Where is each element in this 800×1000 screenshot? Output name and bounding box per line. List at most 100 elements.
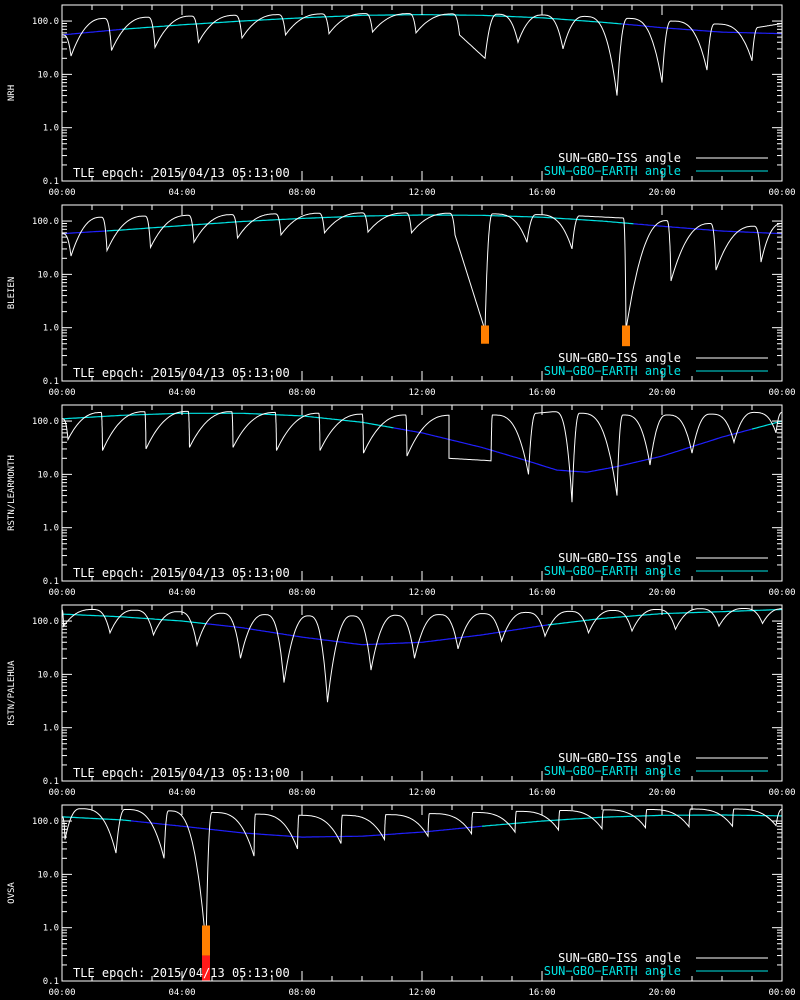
x-tick-label: 20:00 — [648, 588, 675, 598]
panel-rstn-palehua: 0.1 1.0 10.0 100.0 00:00 04:00 08:00 12:00 16:00… — [7, 604, 796, 798]
x-tick-label: 20:00 — [648, 988, 675, 998]
iss-angle-line — [62, 410, 782, 503]
earth-angle-line — [130, 820, 483, 838]
x-tick-label: 00:00 — [768, 988, 795, 998]
tle-epoch-label: TLE epoch: 2015/04/13 05:13:00 — [73, 566, 290, 580]
y-tick-label: 100.0 — [32, 417, 59, 427]
y-tick-label: 0.1 — [43, 977, 59, 987]
legend-earth-label: SUN−GBO−EARTH angle — [544, 164, 681, 178]
iss-angle-line — [62, 808, 782, 947]
x-tick-label: 20:00 — [648, 388, 675, 398]
legend-iss-label: SUN−GBO−ISS angle — [558, 351, 681, 365]
y-tick-label: 0.1 — [43, 577, 59, 587]
earth-angle-line — [481, 814, 782, 827]
y-tick-label: 10.0 — [37, 670, 59, 680]
y-tick-label: 0.1 — [43, 377, 59, 387]
y-tick-label: 0.1 — [43, 177, 59, 187]
y-tick-label: 10.0 — [37, 270, 59, 280]
y-tick-label: 100.0 — [32, 17, 59, 27]
earth-angle-line — [62, 28, 123, 36]
legend-earth-label: SUN−GBO−EARTH angle — [544, 764, 681, 778]
panel-rstn-learmonth: 0.1 1.0 10.0 100.0 00:00 04:00 08:00 12:00 16:00… — [7, 404, 796, 598]
x-tick-label: 08:00 — [288, 188, 315, 198]
iss-angle-line — [62, 212, 782, 331]
y-tick-label: 100.0 — [32, 617, 59, 627]
y-tick-label: 1.0 — [43, 124, 59, 134]
y-tick-label: 0.1 — [43, 777, 59, 787]
earth-angle-line — [62, 816, 132, 822]
alert-bar-orange — [622, 325, 630, 347]
x-tick-label: 00:00 — [48, 188, 75, 198]
station-label: RSTN/PALEHUA — [7, 660, 17, 726]
alert-bar-red — [202, 955, 210, 981]
x-tick-label: 04:00 — [168, 788, 195, 798]
legend-earth-label: SUN−GBO−EARTH angle — [544, 364, 681, 378]
tle-epoch-label: TLE epoch: 2015/04/13 05:13:00 — [73, 766, 290, 780]
y-tick-label: 1.0 — [43, 924, 59, 934]
y-tick-label: 1.0 — [43, 524, 59, 534]
x-tick-label: 00:00 — [48, 388, 75, 398]
x-tick-label: 00:00 — [768, 588, 795, 598]
x-tick-label: 00:00 — [48, 588, 75, 598]
y-tick-label: 10.0 — [37, 470, 59, 480]
x-tick-label: 08:00 — [288, 788, 315, 798]
x-tick-label: 16:00 — [528, 388, 555, 398]
x-tick-label: 12:00 — [408, 988, 435, 998]
y-tick-label: 1.0 — [43, 324, 59, 334]
panel-nrh: 0.1 1.0 10.0 100.0 00:00 04:00 08:00 12:00 16:00… — [7, 4, 796, 198]
earth-angle-line — [547, 608, 782, 626]
x-tick-label: 20:00 — [648, 788, 675, 798]
x-tick-label: 00:00 — [48, 788, 75, 798]
legend-iss-label: SUN−GBO−ISS angle — [558, 951, 681, 965]
x-tick-label: 16:00 — [528, 588, 555, 598]
x-tick-label: 00:00 — [768, 188, 795, 198]
x-tick-label: 16:00 — [528, 988, 555, 998]
x-tick-label: 00:00 — [768, 788, 795, 798]
x-tick-label: 08:00 — [288, 588, 315, 598]
x-tick-label: 12:00 — [408, 588, 435, 598]
tle-epoch-label: TLE epoch: 2015/04/13 05:13:00 — [73, 366, 290, 380]
x-tick-label: 04:00 — [168, 988, 195, 998]
earth-angle-line — [751, 420, 782, 430]
tle-epoch-label: TLE epoch: 2015/04/13 05:13:00 — [73, 966, 290, 980]
x-tick-label: 12:00 — [408, 788, 435, 798]
legend-iss-label: SUN−GBO−ISS angle — [558, 551, 681, 565]
earth-angle-line — [62, 230, 108, 235]
x-tick-label: 20:00 — [648, 188, 675, 198]
earth-angle-line — [633, 223, 782, 235]
x-tick-label: 16:00 — [528, 188, 555, 198]
earth-angle-line — [393, 427, 753, 473]
x-tick-label: 04:00 — [168, 588, 195, 598]
earth-angle-line — [121, 14, 622, 30]
y-tick-label: 100.0 — [32, 817, 59, 827]
panel-ovsa: 0.1 1.0 10.0 100.0 00:00 04:00 08:00 12:00 16:00… — [7, 804, 796, 998]
station-label: RSTN/LEARMONTH — [7, 455, 17, 531]
tle-epoch-label: TLE epoch: 2015/04/13 05:13:00 — [73, 166, 290, 180]
x-tick-label: 00:00 — [48, 988, 75, 998]
legend-iss-label: SUN−GBO−ISS angle — [558, 751, 681, 765]
alert-bar-orange — [481, 325, 489, 344]
alert-bar-orange — [202, 925, 210, 956]
legend-earth-label: SUN−GBO−EARTH angle — [544, 564, 681, 578]
station-label: OVSA — [7, 882, 17, 904]
legend-iss-label: SUN−GBO−ISS angle — [558, 151, 681, 165]
earth-angle-line — [106, 214, 634, 232]
x-tick-label: 08:00 — [288, 388, 315, 398]
station-label: NRH — [7, 85, 17, 101]
y-tick-label: 100.0 — [32, 217, 59, 227]
x-tick-label: 04:00 — [168, 388, 195, 398]
x-tick-label: 00:00 — [768, 388, 795, 398]
x-tick-label: 12:00 — [408, 188, 435, 198]
earth-angle-line — [62, 613, 207, 625]
y-tick-label: 1.0 — [43, 724, 59, 734]
iss-angle-line — [62, 608, 782, 703]
x-tick-label: 12:00 — [408, 388, 435, 398]
earth-angle-line — [62, 412, 394, 429]
legend-earth-label: SUN−GBO−EARTH angle — [544, 964, 681, 978]
panel-bleien: 0.1 1.0 10.0 100.0 00:00 04:00 08:00 12:00 16:00… — [7, 204, 796, 398]
x-tick-label: 04:00 — [168, 188, 195, 198]
y-tick-label: 10.0 — [37, 70, 59, 80]
x-tick-label: 08:00 — [288, 988, 315, 998]
y-tick-label: 10.0 — [37, 870, 59, 880]
